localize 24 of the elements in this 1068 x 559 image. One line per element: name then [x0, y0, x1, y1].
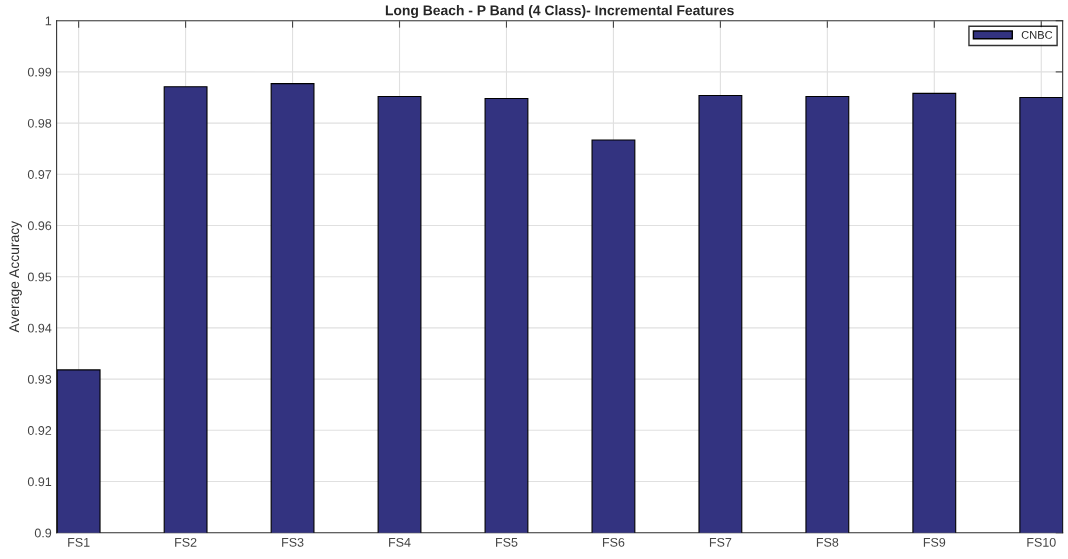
y-tick-label: 0.92: [27, 426, 52, 435]
x-tick-label: FS3: [282, 537, 304, 547]
y-tick-label: 0.98: [27, 118, 52, 128]
x-tick-label: FS8: [816, 537, 839, 547]
x-tick-label: FS10: [1027, 537, 1056, 547]
x-tick-label: FS6: [603, 537, 625, 547]
y-tick-label: 0.93: [27, 374, 52, 384]
legend-label: CNBC: [1021, 30, 1053, 39]
x-tick-label: FS5: [496, 537, 518, 547]
y-tick-label: 0.96: [27, 221, 52, 231]
y-tick-label: 0.99: [27, 67, 52, 77]
x-tick-label: FS9: [923, 537, 946, 547]
y-tick-label: 0.9: [34, 528, 52, 538]
y-tick-label: 1: [45, 16, 52, 26]
x-tick-label: FS1: [68, 537, 90, 547]
y-tick-label: 0.91: [27, 477, 52, 487]
y-tick-label: 0.97: [27, 170, 52, 179]
y-tick-label: 0.95: [27, 272, 52, 282]
x-tick-label: FS4: [389, 537, 411, 547]
y-axis-title: Average Accuracy: [9, 220, 22, 333]
y-tick-label: 0.94: [27, 323, 52, 333]
chart-title: Long Beach - P Band (4 Class)- Incremental Features: [385, 5, 734, 19]
x-tick-label: FS7: [709, 537, 732, 547]
x-tick-label: FS2: [175, 537, 197, 547]
